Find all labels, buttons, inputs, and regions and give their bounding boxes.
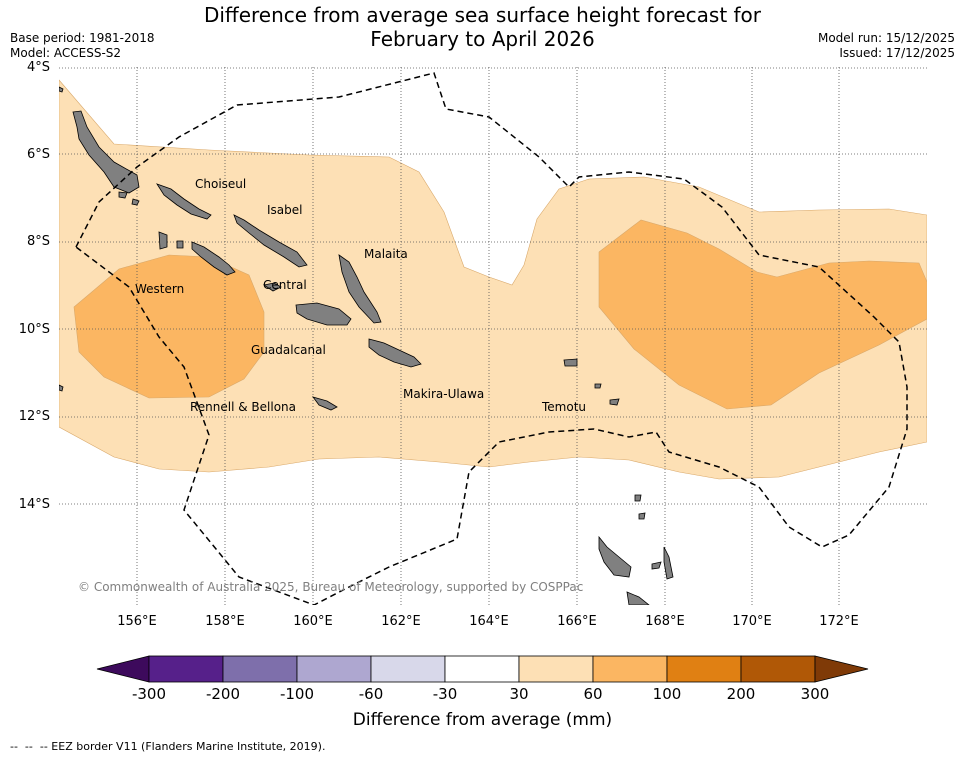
colorbar-swatch-6 <box>518 655 594 683</box>
choiseul-island <box>156 183 212 220</box>
model-run: Model run: 15/12/2025 <box>817 31 955 45</box>
shortland-islands <box>131 198 140 206</box>
utupua <box>594 383 602 389</box>
model-name: Model: ACCESS-S2 <box>10 46 122 60</box>
label-rennell-bellona: Rennell & Bellona <box>190 400 297 414</box>
colorbar-tick-minus100: -100 <box>279 685 315 703</box>
colorbar-title: Difference from average (mm) <box>352 710 613 730</box>
lat-label-10s: 10°S <box>18 322 50 337</box>
colorbar-swatch-2 <box>222 655 298 683</box>
florida-islands <box>262 282 282 292</box>
espiritu-santo <box>598 535 632 578</box>
colorbar-tick-minus300: -300 <box>131 685 167 703</box>
issued-date: Issued: 17/12/2025 <box>839 46 955 60</box>
colorbar-tick-minus200: -200 <box>205 685 241 703</box>
colorbar-tick-minus60: -60 <box>358 685 384 703</box>
guadalcanal-island <box>295 302 352 326</box>
ranongga <box>176 240 184 249</box>
santa-cruz-island <box>563 358 578 367</box>
colorbar-swatch-8 <box>666 655 742 683</box>
copyright-credit: © Commonwealth of Australia 2025, Bureau… <box>78 580 584 594</box>
lat-label-8s: 8°S <box>26 234 50 249</box>
colorbar-swatch-1 <box>148 655 224 683</box>
map-canvas <box>59 67 927 605</box>
lon-label-158e: 158°E <box>205 614 245 629</box>
lon-label-172e: 172°E <box>819 614 859 629</box>
title-line-2: February to April 2026 <box>370 27 595 51</box>
colorbar-swatch-4 <box>370 655 446 683</box>
rennell-island <box>311 396 338 411</box>
label-choiseul: Choiseul <box>195 177 247 191</box>
lat-label-12s: 12°S <box>18 409 50 424</box>
label-temotu: Temotu <box>542 400 587 414</box>
lon-label-166e: 166°E <box>557 614 597 629</box>
colorbar-extend-high <box>814 655 869 683</box>
solomon-islands-landmasses <box>59 86 674 605</box>
colorbar-tick-100: 100 <box>652 685 682 703</box>
colorbar-swatch-3 <box>296 655 372 683</box>
colorbar-swatch-7 <box>592 655 668 683</box>
lat-label-6s: 6°S <box>26 147 50 162</box>
islet-east-bougainville <box>59 86 64 93</box>
metadata-right: Model run: 15/12/2025 Issued: 17/12/2025 <box>818 31 955 61</box>
colorbar-tick-30: 30 <box>509 685 529 703</box>
colorbar-extend-low <box>96 655 150 683</box>
anomaly-patch-west-60-100 <box>73 254 265 399</box>
lon-label-164e: 164°E <box>469 614 509 629</box>
label-central: Central <box>263 278 307 292</box>
map-panel <box>59 67 927 605</box>
label-makira-ulawa: Makira-Ulawa <box>403 387 485 401</box>
banks-island-1 <box>634 494 642 502</box>
vella-lavella <box>158 231 168 250</box>
colorbar-tick-minus30: -30 <box>432 685 458 703</box>
title-line-1: Difference from average sea surface heig… <box>203 3 762 27</box>
lon-label-168e: 168°E <box>645 614 685 629</box>
vanuatu-islet-1 <box>651 561 662 570</box>
isabel-island <box>233 214 308 268</box>
vanuatu-islet-2 <box>663 546 674 580</box>
lat-label-14s: 14°S <box>18 497 50 512</box>
map-title: Difference from average sea surface heig… <box>0 3 965 51</box>
colorbar-swatch-9 <box>740 655 816 683</box>
colorbar-tick-200: 200 <box>726 685 756 703</box>
lon-label-162e: 162°E <box>381 614 421 629</box>
eez-border <box>75 72 908 605</box>
lon-label-170e: 170°E <box>732 614 772 629</box>
banks-island-2 <box>638 512 646 520</box>
metadata-left: Base period: 1981-2018 Model: ACCESS-S2 <box>10 31 155 61</box>
base-period: Base period: 1981-2018 <box>10 31 155 45</box>
lat-label-4s: 4°S <box>26 60 50 75</box>
lon-label-160e: 160°E <box>293 614 333 629</box>
colorbar <box>96 655 871 683</box>
bougainville-island <box>72 110 140 194</box>
label-malaita: Malaita <box>364 247 408 261</box>
graticule <box>59 67 927 605</box>
label-western: Western <box>135 282 185 296</box>
label-isabel: Isabel <box>267 203 303 217</box>
lon-label-156e: 156°E <box>117 614 157 629</box>
malaita-island <box>338 254 382 324</box>
colorbar-tick-60: 60 <box>583 685 603 703</box>
malakula <box>626 591 650 605</box>
new-georgia-group <box>191 241 236 276</box>
colorbar-graphic <box>96 655 869 683</box>
eez-legend: -- -- -- EEZ border V11 (Flanders Marine… <box>10 740 326 753</box>
colorbar-tick-300: 300 <box>800 685 830 703</box>
makira-island <box>368 338 422 368</box>
islet-west <box>59 384 64 392</box>
vanikoro <box>609 398 620 406</box>
colorbar-swatch-5 <box>444 655 520 683</box>
anomaly-patch-east-60-100 <box>598 219 927 410</box>
treasury-islands <box>118 191 128 199</box>
label-guadalcanal: Guadalcanal <box>251 343 326 357</box>
